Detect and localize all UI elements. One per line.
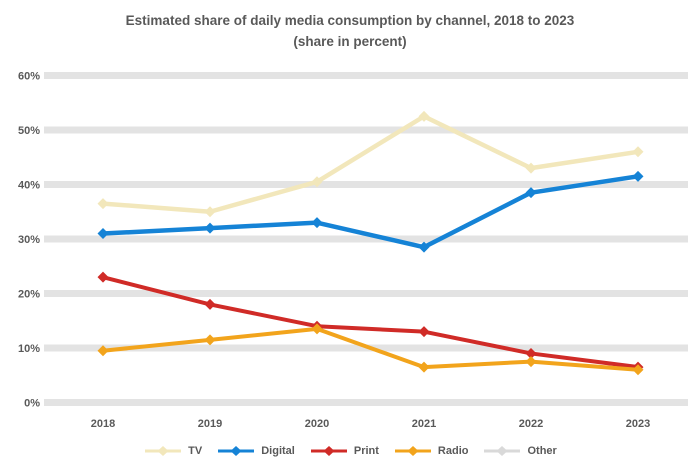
legend-swatch [484,446,521,456]
data-point-marker [204,334,216,346]
legend: TV Digital Print Radio Other [0,438,700,464]
legend-item: TV [143,445,202,457]
series-line [100,174,641,250]
legend-swatch [310,446,347,456]
chart-title-line1: Estimated share of daily media consumpti… [125,13,575,28]
legend-label: Radio [437,445,469,457]
data-point-marker [97,198,109,210]
data-point-marker [632,146,644,158]
legend-swatch [145,446,182,456]
legend-label: Digital [261,445,295,457]
x-tick-label: 2019 [198,418,222,430]
data-point-marker [418,361,430,373]
gridline [44,235,688,243]
y-tick-label: 60% [18,71,40,83]
data-point-marker [97,271,109,283]
y-tick-label: 40% [18,180,40,192]
series-line [101,326,640,372]
series-line [101,275,640,370]
legend-swatch [218,446,255,456]
legend-item: Digital [216,445,295,457]
series-line [100,114,641,214]
y-tick-label: 30% [18,234,40,246]
data-point-marker [525,187,537,199]
data-point-marker [204,206,216,218]
legend-item: Other [482,445,557,457]
data-point-marker [204,298,216,310]
data-point-marker [418,241,430,253]
gridline [44,290,688,297]
y-tick-label: 20% [18,289,40,301]
data-point-marker [311,217,323,229]
data-point-marker [525,347,537,359]
gridline [44,181,688,188]
data-point-marker [418,110,430,122]
y-tick-label: 0% [24,398,40,410]
data-point-marker [418,326,430,338]
legend-swatch [394,446,431,456]
data-point-marker [204,222,216,234]
chart-title-line2: (share in percent) [293,34,407,49]
data-point-marker [97,228,109,240]
chart-title: Estimated share of daily media consumpti… [0,10,700,52]
y-tick-label: 10% [18,343,40,355]
x-tick-label: 2020 [305,418,329,430]
data-point-marker [525,162,537,174]
legend-label: Other [527,445,557,457]
y-tick-label: 50% [18,125,40,137]
data-point-marker [311,323,323,335]
gridline [44,72,688,79]
data-point-marker [97,345,109,357]
x-tick-label: 2023 [626,418,650,430]
legend-item: Radio [393,445,469,457]
legend-label: TV [188,445,203,457]
x-tick-label: 2022 [519,418,543,430]
data-point-marker [311,176,323,188]
data-point-marker [632,364,644,376]
data-point-marker [632,170,644,182]
x-tick-label: 2018 [91,418,115,430]
data-point-marker [525,356,537,368]
gridline [44,126,688,134]
x-tick-label: 2021 [412,418,436,430]
legend-label: Print [353,445,379,457]
gridline [44,399,688,406]
legend-item: Print [309,445,379,457]
